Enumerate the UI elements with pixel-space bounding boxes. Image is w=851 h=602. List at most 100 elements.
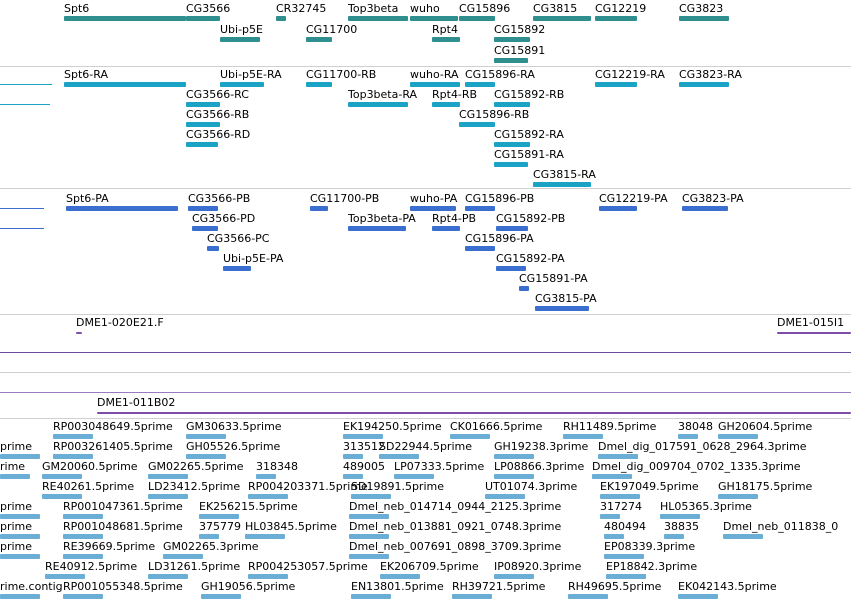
feature-glyph[interactable] xyxy=(599,206,637,211)
feature-glyph[interactable] xyxy=(660,514,700,519)
feature-glyph[interactable] xyxy=(186,454,226,459)
feature-glyph[interactable] xyxy=(432,102,460,107)
feature-glyph[interactable] xyxy=(306,82,332,87)
feature-glyph[interactable] xyxy=(188,206,218,211)
feature-glyph[interactable] xyxy=(256,474,276,479)
feature-glyph[interactable] xyxy=(563,434,603,439)
feature-glyph[interactable] xyxy=(343,454,363,459)
feature-glyph[interactable] xyxy=(199,514,239,519)
feature-glyph[interactable] xyxy=(592,474,632,479)
feature-glyph[interactable] xyxy=(494,37,530,42)
feature-glyph[interactable] xyxy=(64,82,186,87)
feature-glyph[interactable] xyxy=(606,574,646,579)
feature-glyph[interactable] xyxy=(465,246,495,251)
feature-glyph[interactable] xyxy=(186,142,218,147)
feature-glyph[interactable] xyxy=(186,434,226,439)
feature-glyph[interactable] xyxy=(53,434,93,439)
feature-glyph[interactable] xyxy=(664,534,684,539)
feature-glyph[interactable] xyxy=(348,226,406,231)
feature-glyph[interactable] xyxy=(410,206,456,211)
feature-glyph[interactable] xyxy=(63,534,103,539)
feature-glyph[interactable] xyxy=(568,594,608,599)
feature-glyph[interactable] xyxy=(718,434,758,439)
feature-glyph[interactable] xyxy=(494,58,528,63)
feature-glyph[interactable] xyxy=(496,226,528,231)
feature-glyph[interactable] xyxy=(679,82,729,87)
feature-glyph[interactable] xyxy=(248,574,288,579)
feature-glyph[interactable] xyxy=(186,122,220,127)
feature-glyph[interactable] xyxy=(351,494,391,499)
feature-glyph[interactable] xyxy=(148,474,188,479)
feature-glyph[interactable] xyxy=(343,434,383,439)
feature-glyph[interactable] xyxy=(459,122,495,127)
feature-glyph[interactable] xyxy=(682,206,728,211)
feature-glyph[interactable] xyxy=(718,494,758,499)
feature-glyph[interactable] xyxy=(777,332,851,334)
feature-glyph[interactable] xyxy=(199,534,219,539)
feature-glyph[interactable] xyxy=(163,554,203,559)
feature-glyph[interactable] xyxy=(394,474,434,479)
feature-glyph[interactable] xyxy=(45,574,85,579)
feature-glyph[interactable] xyxy=(410,82,460,87)
feature-glyph[interactable] xyxy=(679,16,729,21)
feature-glyph[interactable] xyxy=(64,16,186,21)
feature-glyph[interactable] xyxy=(348,102,408,107)
feature-glyph[interactable] xyxy=(595,82,637,87)
feature-glyph[interactable] xyxy=(76,332,82,334)
feature-glyph[interactable] xyxy=(459,16,495,21)
feature-glyph[interactable] xyxy=(192,226,218,231)
feature-glyph[interactable] xyxy=(678,434,698,439)
feature-glyph[interactable] xyxy=(0,594,40,599)
feature-glyph[interactable] xyxy=(66,206,178,211)
feature-glyph[interactable] xyxy=(450,434,490,439)
feature-glyph[interactable] xyxy=(380,574,420,579)
feature-glyph[interactable] xyxy=(186,102,220,107)
feature-glyph[interactable] xyxy=(310,206,328,211)
feature-glyph[interactable] xyxy=(343,474,363,479)
feature-glyph[interactable] xyxy=(535,306,589,311)
feature-glyph[interactable] xyxy=(432,37,460,42)
feature-glyph[interactable] xyxy=(519,286,529,291)
feature-glyph[interactable] xyxy=(533,182,591,187)
feature-glyph[interactable] xyxy=(351,594,391,599)
feature-glyph[interactable] xyxy=(0,554,40,559)
feature-glyph[interactable] xyxy=(42,494,82,499)
feature-glyph[interactable] xyxy=(494,474,534,479)
feature-glyph[interactable] xyxy=(63,594,103,599)
feature-glyph[interactable] xyxy=(349,534,389,539)
feature-glyph[interactable] xyxy=(148,574,188,579)
feature-glyph[interactable] xyxy=(0,534,40,539)
feature-glyph[interactable] xyxy=(276,16,286,21)
feature-glyph[interactable] xyxy=(220,37,260,42)
feature-glyph[interactable] xyxy=(604,534,624,539)
feature-glyph[interactable] xyxy=(604,554,644,559)
feature-glyph[interactable] xyxy=(465,82,495,87)
feature-glyph[interactable] xyxy=(678,594,718,599)
feature-glyph[interactable] xyxy=(496,266,526,271)
feature-glyph[interactable] xyxy=(494,574,534,579)
feature-glyph[interactable] xyxy=(248,494,288,499)
feature-glyph[interactable] xyxy=(600,514,620,519)
feature-glyph[interactable] xyxy=(207,246,219,251)
feature-glyph[interactable] xyxy=(349,554,389,559)
feature-glyph[interactable] xyxy=(201,594,241,599)
feature-glyph[interactable] xyxy=(220,82,264,87)
feature-glyph[interactable] xyxy=(186,16,220,21)
feature-glyph[interactable] xyxy=(723,534,763,539)
feature-glyph[interactable] xyxy=(97,412,851,414)
feature-glyph[interactable] xyxy=(494,142,530,147)
feature-glyph[interactable] xyxy=(485,494,525,499)
feature-glyph[interactable] xyxy=(533,16,591,21)
feature-glyph[interactable] xyxy=(600,494,640,499)
feature-glyph[interactable] xyxy=(348,16,408,21)
feature-glyph[interactable] xyxy=(494,454,534,459)
feature-glyph[interactable] xyxy=(63,554,103,559)
feature-glyph[interactable] xyxy=(0,514,40,519)
feature-glyph[interactable] xyxy=(349,514,389,519)
feature-glyph[interactable] xyxy=(42,474,82,479)
feature-glyph[interactable] xyxy=(465,206,495,211)
feature-glyph[interactable] xyxy=(452,594,492,599)
feature-glyph[interactable] xyxy=(410,16,458,21)
feature-glyph[interactable] xyxy=(379,454,419,459)
feature-glyph[interactable] xyxy=(432,226,460,231)
